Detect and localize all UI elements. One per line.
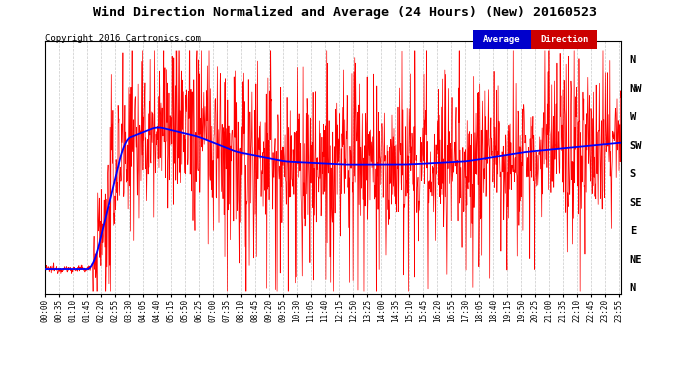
Text: E: E xyxy=(630,226,636,236)
Text: Average: Average xyxy=(483,35,521,44)
Text: NE: NE xyxy=(630,255,642,265)
Text: Direction: Direction xyxy=(540,35,589,44)
Text: S: S xyxy=(630,169,636,179)
Text: W: W xyxy=(630,112,636,122)
Text: Copyright 2016 Cartronics.com: Copyright 2016 Cartronics.com xyxy=(45,34,201,43)
Text: Wind Direction Normalized and Average (24 Hours) (New) 20160523: Wind Direction Normalized and Average (2… xyxy=(93,6,597,19)
Text: N: N xyxy=(630,283,636,293)
Text: N: N xyxy=(630,55,636,65)
Text: SE: SE xyxy=(630,198,642,208)
Text: SW: SW xyxy=(630,141,642,151)
Text: NW: NW xyxy=(630,84,642,94)
